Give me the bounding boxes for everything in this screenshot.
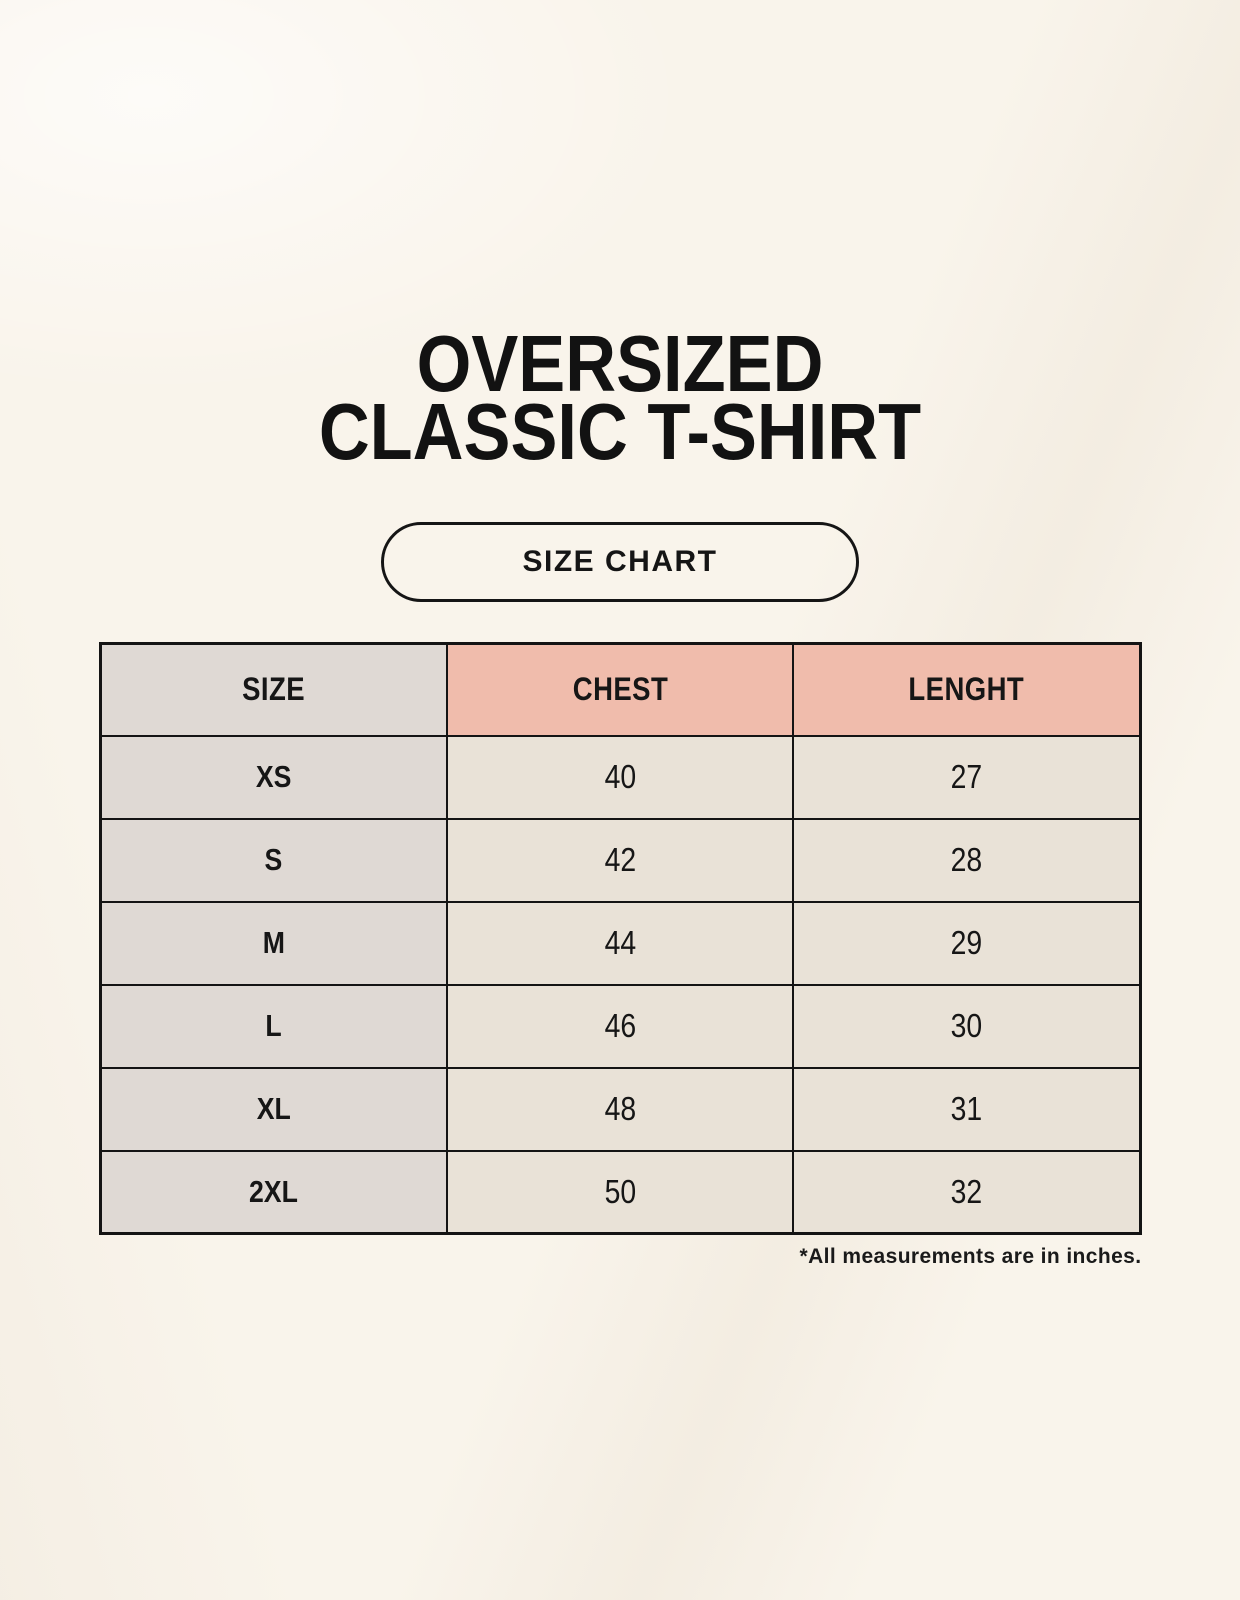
table-row: XL 48 31 [99, 1066, 1141, 1152]
length-cell-value: 31 [950, 1090, 983, 1127]
size-table: SIZE CHEST LENGHT XS 40 27 S 42 28 M 44 29 L 46 30 X… [98, 642, 1142, 1235]
header-label-size: SIZE [242, 671, 306, 708]
size-chart-badge: SIZE CHART [381, 522, 859, 602]
length-cell-value: 30 [950, 1007, 983, 1044]
length-cell: 28 [792, 817, 1141, 903]
size-cell-value: S [264, 842, 283, 877]
page-title: OVERSIZED CLASSIC T-SHIRT [0, 0, 1240, 476]
table-row: XS 40 27 [99, 734, 1141, 820]
length-cell: 29 [792, 900, 1141, 986]
chest-cell: 40 [445, 734, 795, 820]
size-cell: L [99, 983, 448, 1069]
size-table-header: SIZE CHEST LENGHT [99, 642, 1141, 737]
page-title-line-1: OVERSIZED [416, 319, 824, 408]
header-cell-length: LENGHT [792, 642, 1141, 737]
size-cell: 2XL [99, 1149, 448, 1235]
size-cell: S [99, 817, 448, 903]
chest-cell-value: 48 [604, 1090, 636, 1127]
size-cell-value: L [265, 1008, 282, 1043]
size-chart-badge-label: SIZE CHART [522, 545, 718, 578]
length-cell-value: 32 [950, 1172, 983, 1210]
chest-cell: 44 [445, 900, 795, 986]
measurement-unit-note: *All measurements are in inches. [799, 1245, 1142, 1268]
header-row: SIZE CHEST LENGHT [99, 642, 1141, 737]
length-cell-value: 29 [950, 924, 983, 961]
length-cell: 31 [792, 1066, 1141, 1152]
size-cell-value: XL [256, 1091, 291, 1126]
header-cell-size: SIZE [99, 642, 448, 737]
chest-cell-value: 50 [604, 1172, 636, 1210]
chest-cell-value: 46 [604, 1007, 636, 1044]
length-cell: 32 [792, 1149, 1141, 1235]
size-cell-value: M [262, 925, 285, 960]
badge-container: SIZE CHART [0, 522, 1240, 602]
length-cell: 27 [792, 734, 1141, 820]
length-cell-value: 28 [950, 841, 983, 878]
header-cell-chest: CHEST [445, 642, 795, 737]
chest-cell-value: 42 [604, 841, 636, 878]
size-table-body: XS 40 27 S 42 28 M 44 29 L 46 30 XL 48 31 2XL 50 32 [99, 734, 1141, 1235]
chest-cell-value: 44 [604, 924, 636, 961]
size-cell: M [99, 900, 448, 986]
table-row: L 46 30 [99, 983, 1141, 1069]
header-label-length: LENGHT [908, 671, 1025, 708]
table-row: M 44 29 [99, 900, 1141, 986]
table-row: S 42 28 [99, 817, 1141, 903]
size-cell-value: XS [255, 759, 292, 794]
length-cell: 30 [792, 983, 1141, 1069]
table-row: 2XL 50 32 [99, 1149, 1141, 1235]
size-cell-value: 2XL [249, 1173, 299, 1209]
chest-cell: 48 [445, 1066, 795, 1152]
chest-cell: 50 [445, 1149, 795, 1235]
chest-cell: 46 [445, 983, 795, 1069]
chest-cell-value: 40 [604, 758, 636, 795]
size-cell: XL [99, 1066, 448, 1152]
chest-cell: 42 [445, 817, 795, 903]
footnote-container: *All measurements are in inches. [99, 1245, 1142, 1269]
length-cell-value: 27 [950, 758, 983, 795]
header-label-chest: CHEST [572, 671, 668, 708]
size-cell: XS [99, 734, 448, 820]
page-title-line-2: CLASSIC T-SHIRT [318, 387, 922, 476]
